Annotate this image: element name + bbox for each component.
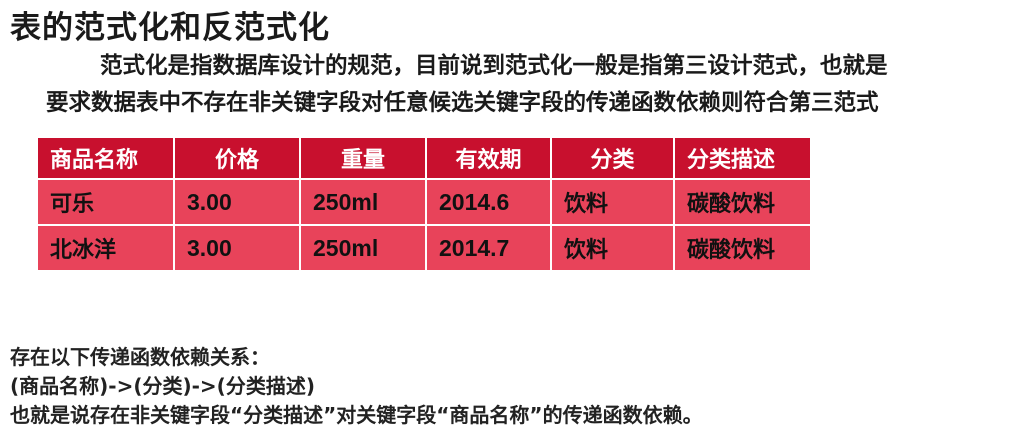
- header-product-name: 商品名称: [36, 136, 175, 180]
- notes-line-3: 也就是说存在非关键字段“分类描述”对关键字段“商品名称”的传递函数依赖。: [10, 403, 703, 427]
- cell-category: 饮料: [550, 178, 675, 226]
- slide-title: 表的范式化和反范式化: [10, 10, 330, 46]
- cell-price: 3.00: [173, 178, 301, 226]
- notes-line-2: (商品名称)->(分类)->(分类描述): [10, 374, 315, 398]
- table-row: 北冰洋 3.00 250ml 2014.7 饮料 碳酸饮料: [36, 224, 812, 272]
- cell-weight: 250ml: [299, 224, 427, 272]
- header-category-desc: 分类描述: [673, 136, 812, 180]
- cell-product-name: 北冰洋: [36, 224, 175, 272]
- header-price: 价格: [173, 136, 301, 180]
- dependency-notes: 存在以下传递函数依赖关系： (商品名称)->(分类)->(分类描述) 也就是说存…: [10, 343, 703, 430]
- table-row: 可乐 3.00 250ml 2014.6 饮料 碳酸饮料: [36, 178, 812, 226]
- table-header-row: 商品名称 价格 重量 有效期 分类 分类描述: [36, 136, 812, 180]
- cell-category: 饮料: [550, 224, 675, 272]
- notes-line-1: 存在以下传递函数依赖关系：: [10, 345, 270, 369]
- definition-paragraph: 范式化是指数据库设计的规范，目前说到范式化一般是指第三设计范式，也就是 要求数据…: [46, 48, 1035, 122]
- definition-line-1: 范式化是指数据库设计的规范，目前说到范式化一般是指第三设计范式，也就是: [100, 53, 888, 79]
- cell-product-name: 可乐: [36, 178, 175, 226]
- cell-price: 3.00: [173, 224, 301, 272]
- header-category: 分类: [550, 136, 675, 180]
- header-expiry: 有效期: [425, 136, 552, 180]
- definition-line-2: 要求数据表中不存在非关键字段对任意候选关键字段的传递函数依赖则符合第三范式: [46, 90, 879, 116]
- cell-category-desc: 碳酸饮料: [673, 224, 812, 272]
- cell-expiry: 2014.6: [425, 178, 552, 226]
- cell-weight: 250ml: [299, 178, 427, 226]
- header-weight: 重量: [299, 136, 427, 180]
- cell-category-desc: 碳酸饮料: [673, 178, 812, 226]
- product-table: 商品名称 价格 重量 有效期 分类 分类描述 可乐 3.00 250ml 201…: [36, 136, 812, 272]
- cell-expiry: 2014.7: [425, 224, 552, 272]
